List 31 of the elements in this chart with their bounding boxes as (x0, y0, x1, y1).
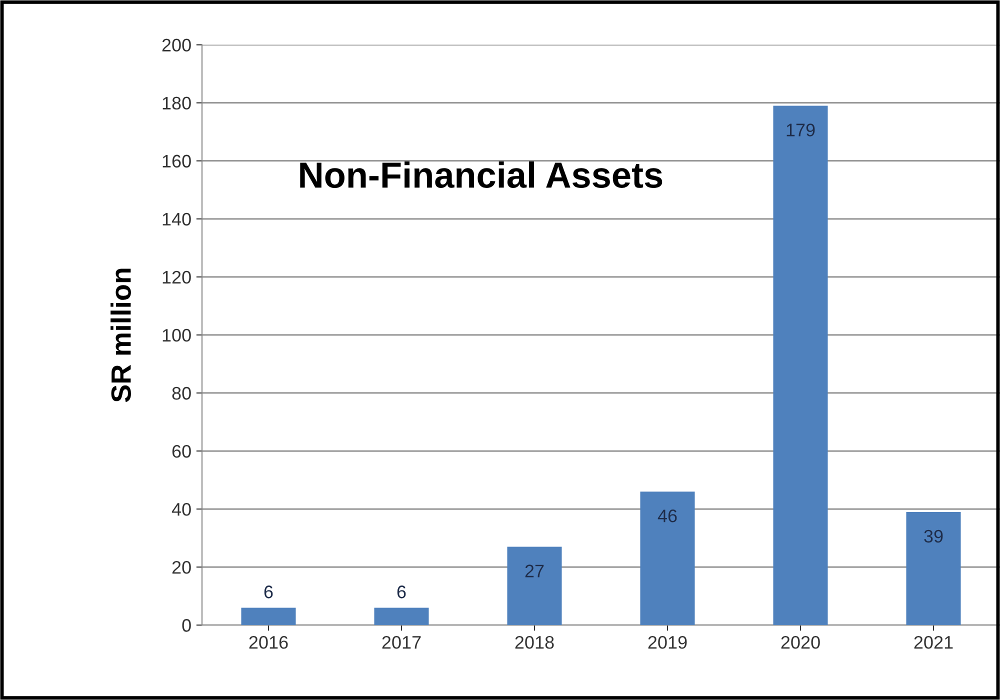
y-tick-label: 0 (182, 619, 191, 632)
x-tick-label: 2020 (781, 636, 820, 649)
bar (906, 512, 961, 626)
y-tick-label: 120 (162, 270, 191, 284)
y-tick-label: 80 (172, 386, 191, 400)
bar (640, 492, 695, 626)
x-tick-label: 2018 (515, 636, 554, 649)
y-tick-label: 160 (162, 154, 191, 168)
y-axis-title: SR million (110, 268, 131, 402)
data-label: 179 (786, 124, 815, 136)
data-label: 46 (658, 510, 677, 522)
y-tick-label: 200 (162, 38, 191, 52)
x-tick-label: 2021 (914, 636, 953, 649)
y-tick-label: 180 (162, 96, 191, 110)
y-tick-label: 40 (172, 502, 191, 516)
bar (773, 106, 828, 626)
bar (241, 608, 296, 626)
text: Non-Financial Assets (300, 161, 662, 188)
data-label: 27 (525, 564, 544, 578)
x-tick-label: 2017 (382, 636, 421, 649)
y-tick-label: 20 (172, 561, 191, 574)
x-tick-label: 2016 (249, 636, 288, 649)
data-label: 6 (264, 586, 273, 598)
data-label: 39 (924, 530, 943, 543)
y-tick-label: 140 (162, 212, 191, 226)
bar (507, 546, 562, 626)
data-label: 6 (397, 586, 406, 598)
x-tick-label: 2019 (648, 636, 687, 649)
y-tick-label: 60 (172, 444, 191, 458)
bar (374, 608, 429, 626)
y-tick-label: 100 (162, 328, 191, 342)
